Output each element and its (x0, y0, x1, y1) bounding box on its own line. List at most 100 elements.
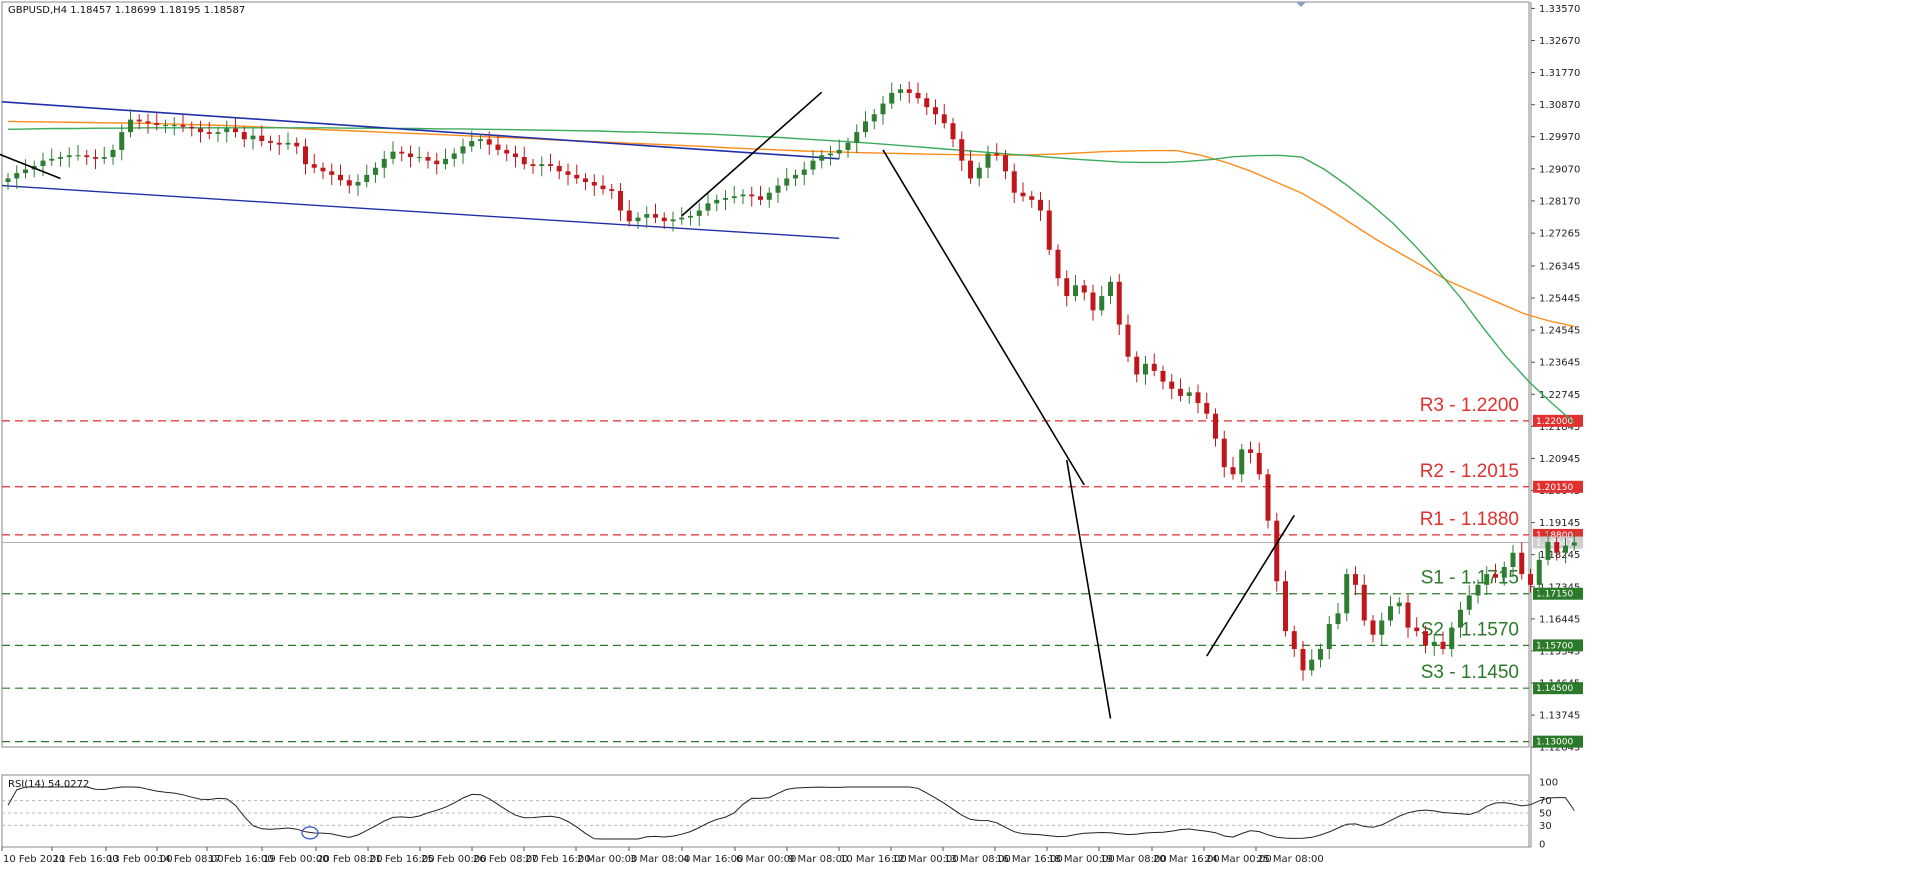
candle-bear (259, 135, 265, 142)
ma-green-line (7, 127, 1575, 424)
candle-bear (1195, 392, 1201, 404)
candle-bull (845, 142, 851, 150)
candle-bear (1003, 155, 1008, 172)
level-price-tag-label: 1.18800 (1536, 531, 1573, 541)
candle-bear (1116, 281, 1122, 325)
rsi-tick-label: 70 (1539, 796, 1552, 807)
level-label-s2: S2 - 1.1570 (1421, 619, 1519, 640)
candle-bull (731, 196, 737, 199)
price-tick-label: 1.26345 (1539, 261, 1580, 272)
price-tick-label: 1.22745 (1539, 390, 1580, 401)
level-label-r3: R3 - 1.2200 (1420, 395, 1519, 416)
candle-bear (924, 98, 930, 108)
candle-bull (1143, 363, 1148, 375)
rsi-tick-label: 100 (1539, 778, 1558, 789)
candle-bear (959, 139, 965, 161)
time-tick-label: 10 Mar 16:00 (840, 854, 907, 865)
candle-bear (583, 178, 588, 183)
candle-bull (810, 160, 816, 170)
candle-bull (985, 153, 991, 168)
candle-bear (1554, 542, 1560, 553)
candle-bear (574, 174, 580, 179)
candle-bear (425, 157, 431, 161)
time-tick-label: 19 Feb 00:00 (263, 854, 329, 865)
candle-bull (1501, 566, 1507, 578)
candle-bull (1344, 574, 1350, 614)
candle-bear (1011, 171, 1017, 193)
collapse-arrow-icon[interactable] (1296, 2, 1306, 7)
candle-bear (1405, 602, 1411, 628)
price-tick-label: 1.16445 (1539, 614, 1580, 625)
candle-bear (653, 214, 658, 218)
candle-bull (381, 158, 387, 168)
candle-bear (145, 121, 151, 124)
candle-bear (93, 157, 98, 159)
candle-bear (1151, 363, 1157, 371)
time-tick-label: 9 Mar 08:00 (788, 854, 848, 865)
candle-bear (1291, 631, 1297, 649)
price-tick-label: 1.20945 (1539, 454, 1580, 465)
price-tick-label: 1.32670 (1539, 36, 1580, 47)
candle-bull (976, 167, 982, 179)
candle-bear (758, 196, 763, 200)
trendline-drop (1065, 459, 1112, 719)
candle-bear (1528, 574, 1533, 585)
trendline-rising (681, 91, 823, 217)
candle-bear (1134, 356, 1140, 375)
time-tick-label: 20 Feb 08:00 (317, 854, 383, 865)
candle-bull (1449, 627, 1455, 649)
time-tick-label: 27 Feb 16:00 (525, 854, 591, 865)
candle-bull (863, 121, 868, 133)
candle-bear (1353, 574, 1358, 585)
candle-bear (233, 128, 238, 133)
rsi-line (7, 786, 1575, 840)
candle-bear (1440, 641, 1446, 649)
candle-bull (460, 146, 466, 154)
candle-bull (836, 149, 842, 154)
candle-bear (1169, 381, 1175, 389)
price-tick-label: 1.29970 (1539, 132, 1580, 143)
price-tick-label: 1.13745 (1539, 711, 1580, 722)
price-tick-label: 1.12845 (1539, 743, 1580, 754)
time-tick-label: 18 Mar 00:00 (1048, 854, 1115, 865)
chart-title: GBPUSD,H4 1.18457 1.18699 1.18195 1.1858… (8, 5, 245, 16)
candle-bear (504, 149, 510, 154)
candle-bear (530, 164, 536, 166)
candle-bull (110, 149, 116, 158)
candle-bull (1545, 542, 1551, 560)
price-tick-label: 1.15545 (1539, 646, 1580, 657)
candle-bear (513, 153, 518, 158)
level-label-s3: S3 - 1.1450 (1421, 662, 1519, 683)
level-label-s1: S1 - 1.1715 (1421, 568, 1519, 589)
candle-bear (346, 180, 352, 186)
candle-bull (1379, 620, 1385, 635)
candle-bear (1020, 192, 1026, 197)
price-tick-label: 1.24545 (1539, 326, 1580, 337)
candle-bull (784, 178, 790, 186)
price-tick-label: 1.25445 (1539, 294, 1580, 305)
candle-bull (801, 169, 807, 175)
candle-bear (1064, 278, 1070, 297)
candle-bull (1239, 449, 1245, 475)
candle-bear (1274, 520, 1280, 582)
time-tick-label: 21 Feb 16:00 (369, 854, 435, 865)
level-price-tag (1533, 587, 1583, 600)
candle-bull (1510, 552, 1516, 567)
candle-bear (661, 217, 667, 222)
candle-bear (320, 167, 326, 172)
time-tick-label: 2 Mar 00:00 (577, 854, 637, 865)
candle-bear (941, 114, 947, 124)
candle-bear (565, 171, 571, 175)
candle-bull (1108, 281, 1113, 297)
candle-bull (451, 153, 457, 159)
rsi-tick-label: 50 (1539, 809, 1552, 820)
candle-bull (364, 174, 370, 183)
candle-bear (1300, 648, 1306, 671)
candle-bull (373, 167, 378, 175)
price-tick-label: 1.27265 (1539, 229, 1580, 240)
time-tick-label: 19 Mar 08:00 (1100, 854, 1167, 865)
candle-bull (250, 135, 256, 140)
time-tick-label: 20 Mar 16:00 (1153, 854, 1220, 865)
